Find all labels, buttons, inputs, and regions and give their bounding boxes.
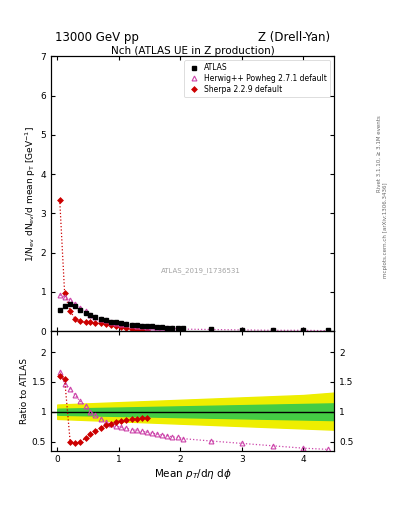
Sherpa 2.2.9 default <box>103 321 108 327</box>
Herwig++ Powheg 2.7.1 default <box>99 316 103 322</box>
ATLAS <box>180 325 185 331</box>
ATLAS <box>270 327 275 333</box>
ATLAS <box>119 320 123 326</box>
ATLAS <box>165 325 170 331</box>
ATLAS <box>68 302 73 308</box>
Sherpa 2.2.9 default <box>108 322 113 328</box>
Sherpa 2.2.9 default <box>145 327 149 333</box>
Herwig++ Powheg 2.7.1 default <box>154 325 159 331</box>
Herwig++ Powheg 2.7.1 default <box>175 326 180 332</box>
ATLAS <box>57 306 62 312</box>
Herwig++ Powheg 2.7.1 default <box>270 327 275 333</box>
Sherpa 2.2.9 default <box>78 318 83 325</box>
Herwig++ Powheg 2.7.1 default <box>134 323 139 329</box>
Y-axis label: Ratio to ATLAS: Ratio to ATLAS <box>20 358 29 424</box>
Herwig++ Powheg 2.7.1 default <box>57 292 62 298</box>
ATLAS <box>83 310 88 316</box>
ATLAS <box>154 324 159 330</box>
ATLAS <box>239 327 244 333</box>
ATLAS <box>108 318 113 325</box>
Herwig++ Powheg 2.7.1 default <box>83 308 88 314</box>
Herwig++ Powheg 2.7.1 default <box>93 314 98 320</box>
Herwig++ Powheg 2.7.1 default <box>119 321 123 327</box>
Herwig++ Powheg 2.7.1 default <box>124 322 129 328</box>
Sherpa 2.2.9 default <box>114 323 119 329</box>
Herwig++ Powheg 2.7.1 default <box>88 311 93 317</box>
ATLAS <box>73 303 77 309</box>
Text: ATLAS_2019_I1736531: ATLAS_2019_I1736531 <box>161 267 241 274</box>
ATLAS <box>150 323 154 329</box>
Herwig++ Powheg 2.7.1 default <box>129 322 134 328</box>
ATLAS <box>129 322 134 328</box>
ATLAS <box>62 303 67 309</box>
ATLAS <box>301 327 306 333</box>
Herwig++ Powheg 2.7.1 default <box>180 326 185 332</box>
Sherpa 2.2.9 default <box>73 315 77 322</box>
ATLAS <box>124 321 129 327</box>
ATLAS <box>114 319 119 326</box>
Line: Herwig++ Powheg 2.7.1 default: Herwig++ Powheg 2.7.1 default <box>57 292 331 333</box>
Herwig++ Powheg 2.7.1 default <box>62 293 67 300</box>
Herwig++ Powheg 2.7.1 default <box>165 325 170 331</box>
ATLAS <box>88 312 93 318</box>
Herwig++ Powheg 2.7.1 default <box>108 318 113 325</box>
Y-axis label: 1/N$_{\rm ev}$ dN$_{\rm ev}$/d mean p$_{\rm T}$ [GeV$^{-1}$]: 1/N$_{\rm ev}$ dN$_{\rm ev}$/d mean p$_{… <box>23 126 38 262</box>
Text: 13000 GeV pp: 13000 GeV pp <box>55 31 139 44</box>
ATLAS <box>325 327 330 333</box>
ATLAS <box>175 325 180 331</box>
Text: Z (Drell-Yan): Z (Drell-Yan) <box>258 31 330 44</box>
Line: ATLAS: ATLAS <box>57 302 331 333</box>
Sherpa 2.2.9 default <box>93 320 98 326</box>
Herwig++ Powheg 2.7.1 default <box>301 327 306 333</box>
Sherpa 2.2.9 default <box>88 319 93 326</box>
Herwig++ Powheg 2.7.1 default <box>325 328 330 334</box>
Herwig++ Powheg 2.7.1 default <box>209 327 213 333</box>
Sherpa 2.2.9 default <box>99 320 103 326</box>
Sherpa 2.2.9 default <box>124 325 129 331</box>
Text: Rivet 3.1.10, ≥ 3.1M events: Rivet 3.1.10, ≥ 3.1M events <box>377 115 382 192</box>
Herwig++ Powheg 2.7.1 default <box>103 317 108 324</box>
ATLAS <box>78 306 83 312</box>
X-axis label: Mean $p_T$/d$\eta$ d$\phi$: Mean $p_T$/d$\eta$ d$\phi$ <box>154 467 231 481</box>
Herwig++ Powheg 2.7.1 default <box>170 325 174 331</box>
ATLAS <box>103 317 108 324</box>
Sherpa 2.2.9 default <box>119 324 123 330</box>
ATLAS <box>134 322 139 328</box>
ATLAS <box>209 326 213 332</box>
Herwig++ Powheg 2.7.1 default <box>160 325 165 331</box>
Herwig++ Powheg 2.7.1 default <box>239 327 244 333</box>
Line: Sherpa 2.2.9 default: Sherpa 2.2.9 default <box>58 198 149 332</box>
Herwig++ Powheg 2.7.1 default <box>114 320 119 326</box>
Herwig++ Powheg 2.7.1 default <box>145 324 149 330</box>
Sherpa 2.2.9 default <box>62 290 67 296</box>
Herwig++ Powheg 2.7.1 default <box>139 323 144 329</box>
Herwig++ Powheg 2.7.1 default <box>68 296 73 303</box>
Sherpa 2.2.9 default <box>68 308 73 314</box>
Sherpa 2.2.9 default <box>57 197 62 203</box>
Herwig++ Powheg 2.7.1 default <box>150 324 154 330</box>
ATLAS <box>99 316 103 322</box>
Title: Nch (ATLAS UE in Z production): Nch (ATLAS UE in Z production) <box>111 46 274 55</box>
ATLAS <box>139 323 144 329</box>
Herwig++ Powheg 2.7.1 default <box>78 305 83 311</box>
Sherpa 2.2.9 default <box>83 319 88 325</box>
ATLAS <box>145 323 149 329</box>
Legend: ATLAS, Herwig++ Powheg 2.7.1 default, Sherpa 2.2.9 default: ATLAS, Herwig++ Powheg 2.7.1 default, Sh… <box>184 60 330 97</box>
ATLAS <box>160 324 165 330</box>
ATLAS <box>93 314 98 321</box>
Sherpa 2.2.9 default <box>139 327 144 333</box>
ATLAS <box>170 325 174 331</box>
Sherpa 2.2.9 default <box>129 326 134 332</box>
Text: mcplots.cern.ch [arXiv:1306.3436]: mcplots.cern.ch [arXiv:1306.3436] <box>383 183 387 278</box>
Herwig++ Powheg 2.7.1 default <box>73 301 77 307</box>
Sherpa 2.2.9 default <box>134 327 139 333</box>
